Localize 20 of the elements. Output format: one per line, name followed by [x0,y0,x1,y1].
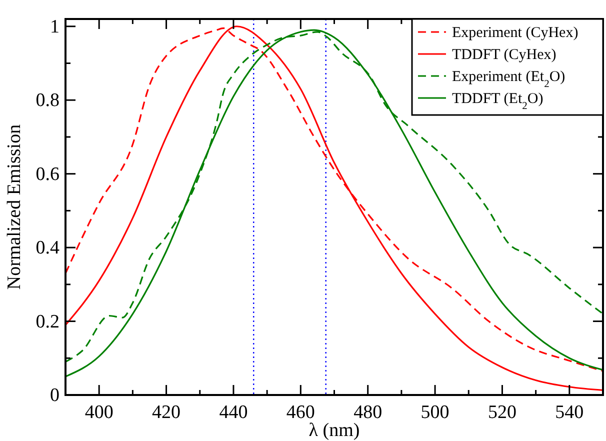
y-tick-label: 1 [50,16,60,38]
legend-label: TDDFT (Et$_{2}$O) [452,91,544,112]
x-tick-label: 480 [354,402,382,423]
x-tick-label: 420 [152,402,181,423]
x-tick-label: 500 [420,402,450,423]
y-tick-label: 0.6 [36,164,60,185]
y-axis-title: Normalized Emission [4,124,25,290]
x-tick-label: 520 [488,402,516,423]
x-tick-label: 460 [286,402,315,423]
y-tick-label: 0.8 [36,90,60,112]
x-tick-label: 440 [219,402,248,423]
y-tick-label: 0 [50,385,60,406]
legend-label: TDDFT (CyHex) [452,47,556,63]
x-tick-label: 400 [84,402,114,423]
legend-label: Experiment (Et$_{2}$O) [452,69,566,90]
y-tick-label: 0.4 [36,238,60,259]
y-tick-label: 0.2 [36,311,60,332]
x-tick-label: 540 [555,402,584,423]
legend-label: Experiment (CyHex) [452,25,578,41]
x-axis-title: λ (nm) [308,420,360,441]
